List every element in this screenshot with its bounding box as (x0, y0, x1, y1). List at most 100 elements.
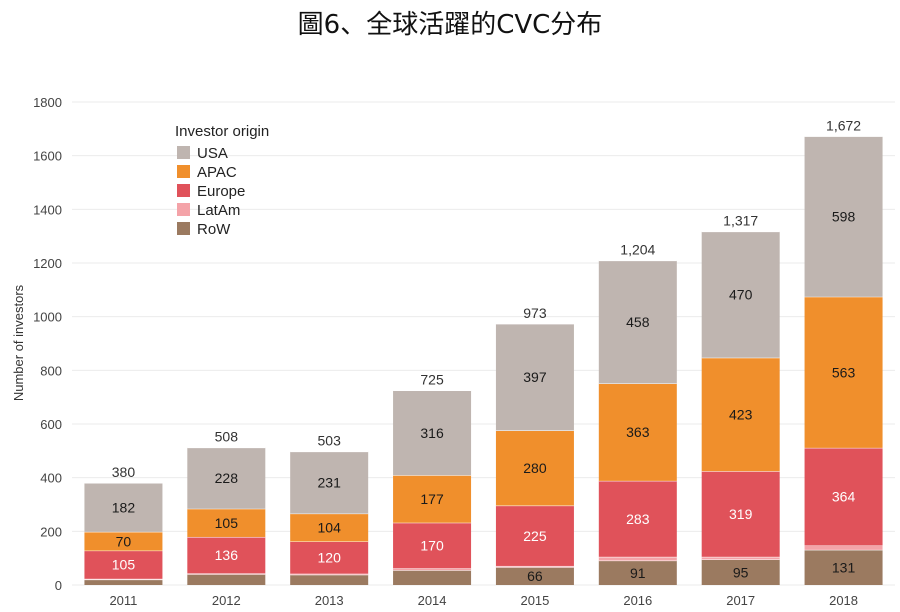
bar-segment-latam (598, 556, 677, 561)
data-label: 470 (729, 287, 753, 303)
bar-segment-latam (393, 568, 472, 571)
data-label: 316 (420, 425, 444, 441)
data-label: 397 (523, 369, 547, 385)
x-tick-label: 2014 (418, 593, 447, 608)
bar-segment-latam (495, 565, 574, 568)
bar-segment-apac (393, 475, 472, 523)
x-tick-label: 2016 (623, 593, 652, 608)
chart-title: 圖6、全球活躍的CVC分布 (297, 10, 603, 40)
y-tick-label: 1800 (33, 95, 62, 110)
total-label: 1,317 (723, 213, 758, 229)
legend-swatch-row (177, 222, 190, 235)
data-label: 225 (523, 528, 547, 544)
y-tick-label: 400 (40, 471, 62, 486)
bar-segment-usa (84, 483, 163, 532)
data-label: 228 (215, 470, 239, 486)
bar-segment-usa (804, 136, 883, 297)
data-label: 283 (626, 511, 650, 527)
bar-segment-row (187, 574, 266, 585)
legend-swatch-latam (177, 203, 190, 216)
legend-label-apac: APAC (197, 164, 237, 181)
bar-segment-europe (393, 522, 472, 569)
data-label: 136 (215, 547, 239, 563)
total-label: 1,672 (826, 117, 861, 133)
legend-swatch-usa (177, 146, 190, 159)
data-label: 363 (626, 424, 650, 440)
data-label: 104 (318, 520, 342, 536)
bar-segment-latam (290, 573, 369, 575)
bar-segment-row (701, 559, 780, 585)
data-label: 105 (112, 557, 136, 573)
data-label: 319 (729, 506, 753, 522)
bar-segment-apac (701, 357, 780, 472)
bar-segment-latam (804, 545, 883, 550)
bar-segment-usa (393, 390, 472, 476)
bar-segment-apac (187, 508, 266, 537)
bar-segment-row (290, 574, 369, 585)
y-tick-label: 200 (40, 524, 62, 539)
x-tick-label: 2017 (726, 593, 755, 608)
bar-segment-europe (701, 471, 780, 557)
data-label: 91 (630, 565, 646, 581)
y-tick-label: 0 (55, 578, 62, 593)
data-label: 95 (733, 564, 749, 580)
bar-segment-apac (290, 513, 369, 542)
x-tick-label: 2011 (109, 593, 137, 608)
data-label: 423 (729, 406, 753, 422)
bar-segment-europe (598, 480, 677, 557)
data-label: 120 (318, 550, 342, 566)
legend-label-europe: Europe (197, 183, 245, 200)
bar-segment-row (84, 579, 163, 585)
data-label: 364 (832, 489, 856, 505)
bar-segment-usa (187, 447, 266, 509)
x-tick-label: 2012 (212, 593, 241, 608)
bar-segment-usa (701, 231, 780, 358)
bar-segment-europe (804, 447, 883, 546)
legend-swatch-apac (177, 165, 190, 178)
data-label: 280 (523, 460, 547, 476)
bar-segment-usa (290, 451, 369, 514)
bar-segment-row (495, 567, 574, 585)
data-label: 231 (318, 475, 342, 491)
data-label: 105 (215, 515, 239, 531)
legend-title: Investor origin (175, 123, 269, 140)
bar-segment-apac (84, 531, 163, 551)
data-label: 177 (420, 491, 444, 507)
data-label: 563 (832, 364, 856, 380)
total-label: 725 (420, 371, 444, 387)
y-tick-label: 1400 (33, 202, 62, 217)
data-label: 70 (116, 533, 132, 549)
legend-swatch-europe (177, 184, 190, 197)
bar-segment-europe (187, 536, 266, 574)
bar-segment-latam (701, 556, 780, 560)
bar-segment-apac (804, 296, 883, 448)
x-tick-label: 2013 (315, 593, 344, 608)
bar-segment-usa (495, 323, 574, 431)
bar-segment-europe (495, 505, 574, 566)
y-tick-label: 600 (40, 417, 62, 432)
total-label: 1,204 (620, 242, 655, 258)
y-tick-label: 1200 (33, 256, 62, 271)
data-label: 598 (832, 209, 856, 225)
y-axis-label: Number of investors (11, 284, 26, 401)
bar-segment-apac (495, 430, 574, 506)
bar-segment-row (804, 549, 883, 585)
data-label: 170 (420, 538, 444, 554)
legend-label-row: RoW (197, 221, 231, 238)
bar-segment-usa (598, 260, 677, 384)
y-tick-label: 1000 (33, 310, 62, 325)
x-tick-label: 2018 (829, 593, 858, 608)
bar-segment-apac (598, 383, 677, 481)
total-label: 508 (215, 429, 239, 445)
total-label: 973 (523, 305, 547, 321)
bar-segment-europe (290, 541, 369, 574)
data-label: 131 (832, 559, 856, 575)
total-label: 380 (112, 464, 136, 480)
bar-segment-row (393, 570, 472, 585)
bar-segment-europe (84, 550, 163, 579)
data-label: 182 (112, 499, 136, 515)
bar-segment-row (598, 560, 677, 585)
y-tick-label: 1600 (33, 149, 62, 164)
